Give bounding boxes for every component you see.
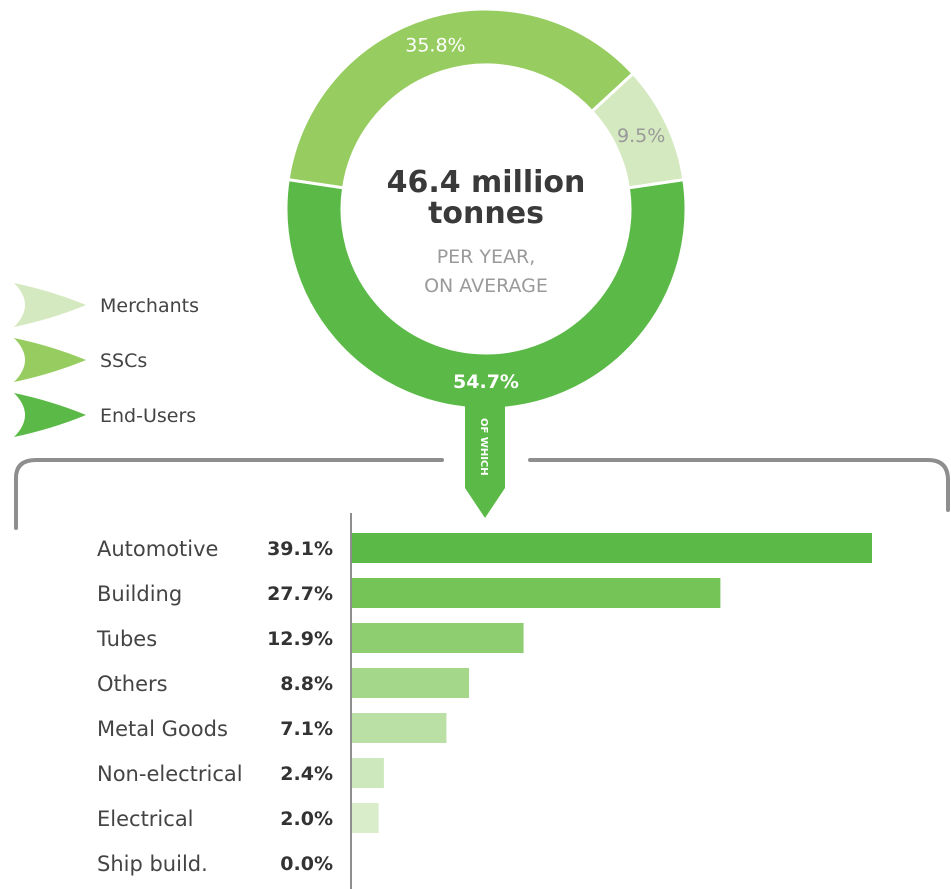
- bar-row: Tubes 12.9%: [96, 623, 524, 653]
- slice-label-merchants: 9.5%: [617, 125, 665, 147]
- legend: Merchants SSCs End-Users: [14, 283, 199, 437]
- value-label: 39.1%: [267, 538, 333, 560]
- slice-labels: 54.7% 35.8% 9.5%: [405, 35, 665, 393]
- donut-center: 46.4 million tonnes PER YEAR, ON AVERAGE: [387, 165, 586, 297]
- category-label: Electrical: [97, 807, 194, 831]
- bar: [352, 713, 447, 743]
- frame-right: [528, 458, 950, 512]
- category-label: Automotive: [97, 537, 218, 561]
- legend-item-sscs: SSCs: [14, 338, 147, 382]
- value-label: 0.0%: [280, 853, 333, 875]
- bar-row: Electrical 2.0%: [97, 803, 379, 833]
- legend-item-merchants: Merchants: [14, 283, 199, 327]
- arrow-swoosh-icon: [14, 338, 86, 382]
- bar-row: Non-electrical 2.4%: [97, 758, 384, 788]
- donut-slices: [284, 7, 688, 411]
- legend-label: End-Users: [100, 405, 196, 427]
- total-value: 46.4 million: [387, 165, 586, 200]
- value-label: 27.7%: [267, 583, 333, 605]
- slice-label-sscs: 35.8%: [405, 35, 465, 57]
- bar-row: Automotive 39.1%: [97, 533, 872, 563]
- arrow-swoosh-icon: [14, 393, 86, 437]
- of-which-label: OF WHICH: [478, 418, 489, 476]
- category-label: Non-electrical: [97, 762, 243, 786]
- donut-slice-sscs: [286, 7, 636, 190]
- bar-chart: Automotive 39.1% Building 27.7% Tubes 12.9% Ot…: [96, 533, 872, 876]
- connector-arrow: [465, 398, 505, 518]
- legend-label: SSCs: [100, 350, 147, 372]
- value-label: 12.9%: [267, 628, 333, 650]
- value-label: 8.8%: [280, 673, 333, 695]
- bar: [352, 533, 872, 563]
- subtitle-line-1: PER YEAR,: [437, 246, 536, 268]
- bar-row: Building 27.7%: [97, 578, 721, 608]
- category-label: Others: [97, 672, 168, 696]
- of-which-connector: OF WHICH: [465, 398, 505, 518]
- value-label: 2.4%: [280, 763, 333, 785]
- category-label: Metal Goods: [97, 717, 228, 741]
- value-label: 2.0%: [280, 808, 333, 830]
- arrow-swoosh-icon: [14, 283, 86, 327]
- category-label: Tubes: [96, 627, 157, 651]
- donut-slice-end-users: [284, 177, 688, 411]
- bar-row: Ship build. 0.0%: [97, 852, 333, 876]
- frame-left: [14, 458, 444, 530]
- bar: [352, 758, 384, 788]
- bar: [352, 668, 470, 698]
- value-label: 7.1%: [280, 718, 333, 740]
- category-label: Ship build.: [97, 852, 208, 876]
- bar-row: Others 8.8%: [97, 668, 470, 698]
- subtitle-line-2: ON AVERAGE: [424, 275, 548, 297]
- bar: [352, 623, 524, 653]
- bar: [352, 803, 379, 833]
- legend-label: Merchants: [100, 295, 199, 317]
- bar-row: Metal Goods 7.1%: [97, 713, 447, 743]
- legend-item-end-users: End-Users: [14, 393, 196, 437]
- category-label: Building: [97, 582, 182, 606]
- donut-slice-merchants: [589, 71, 686, 190]
- bar: [352, 578, 721, 608]
- slice-label-end-users: 54.7%: [453, 371, 519, 393]
- total-unit: tonnes: [428, 196, 544, 231]
